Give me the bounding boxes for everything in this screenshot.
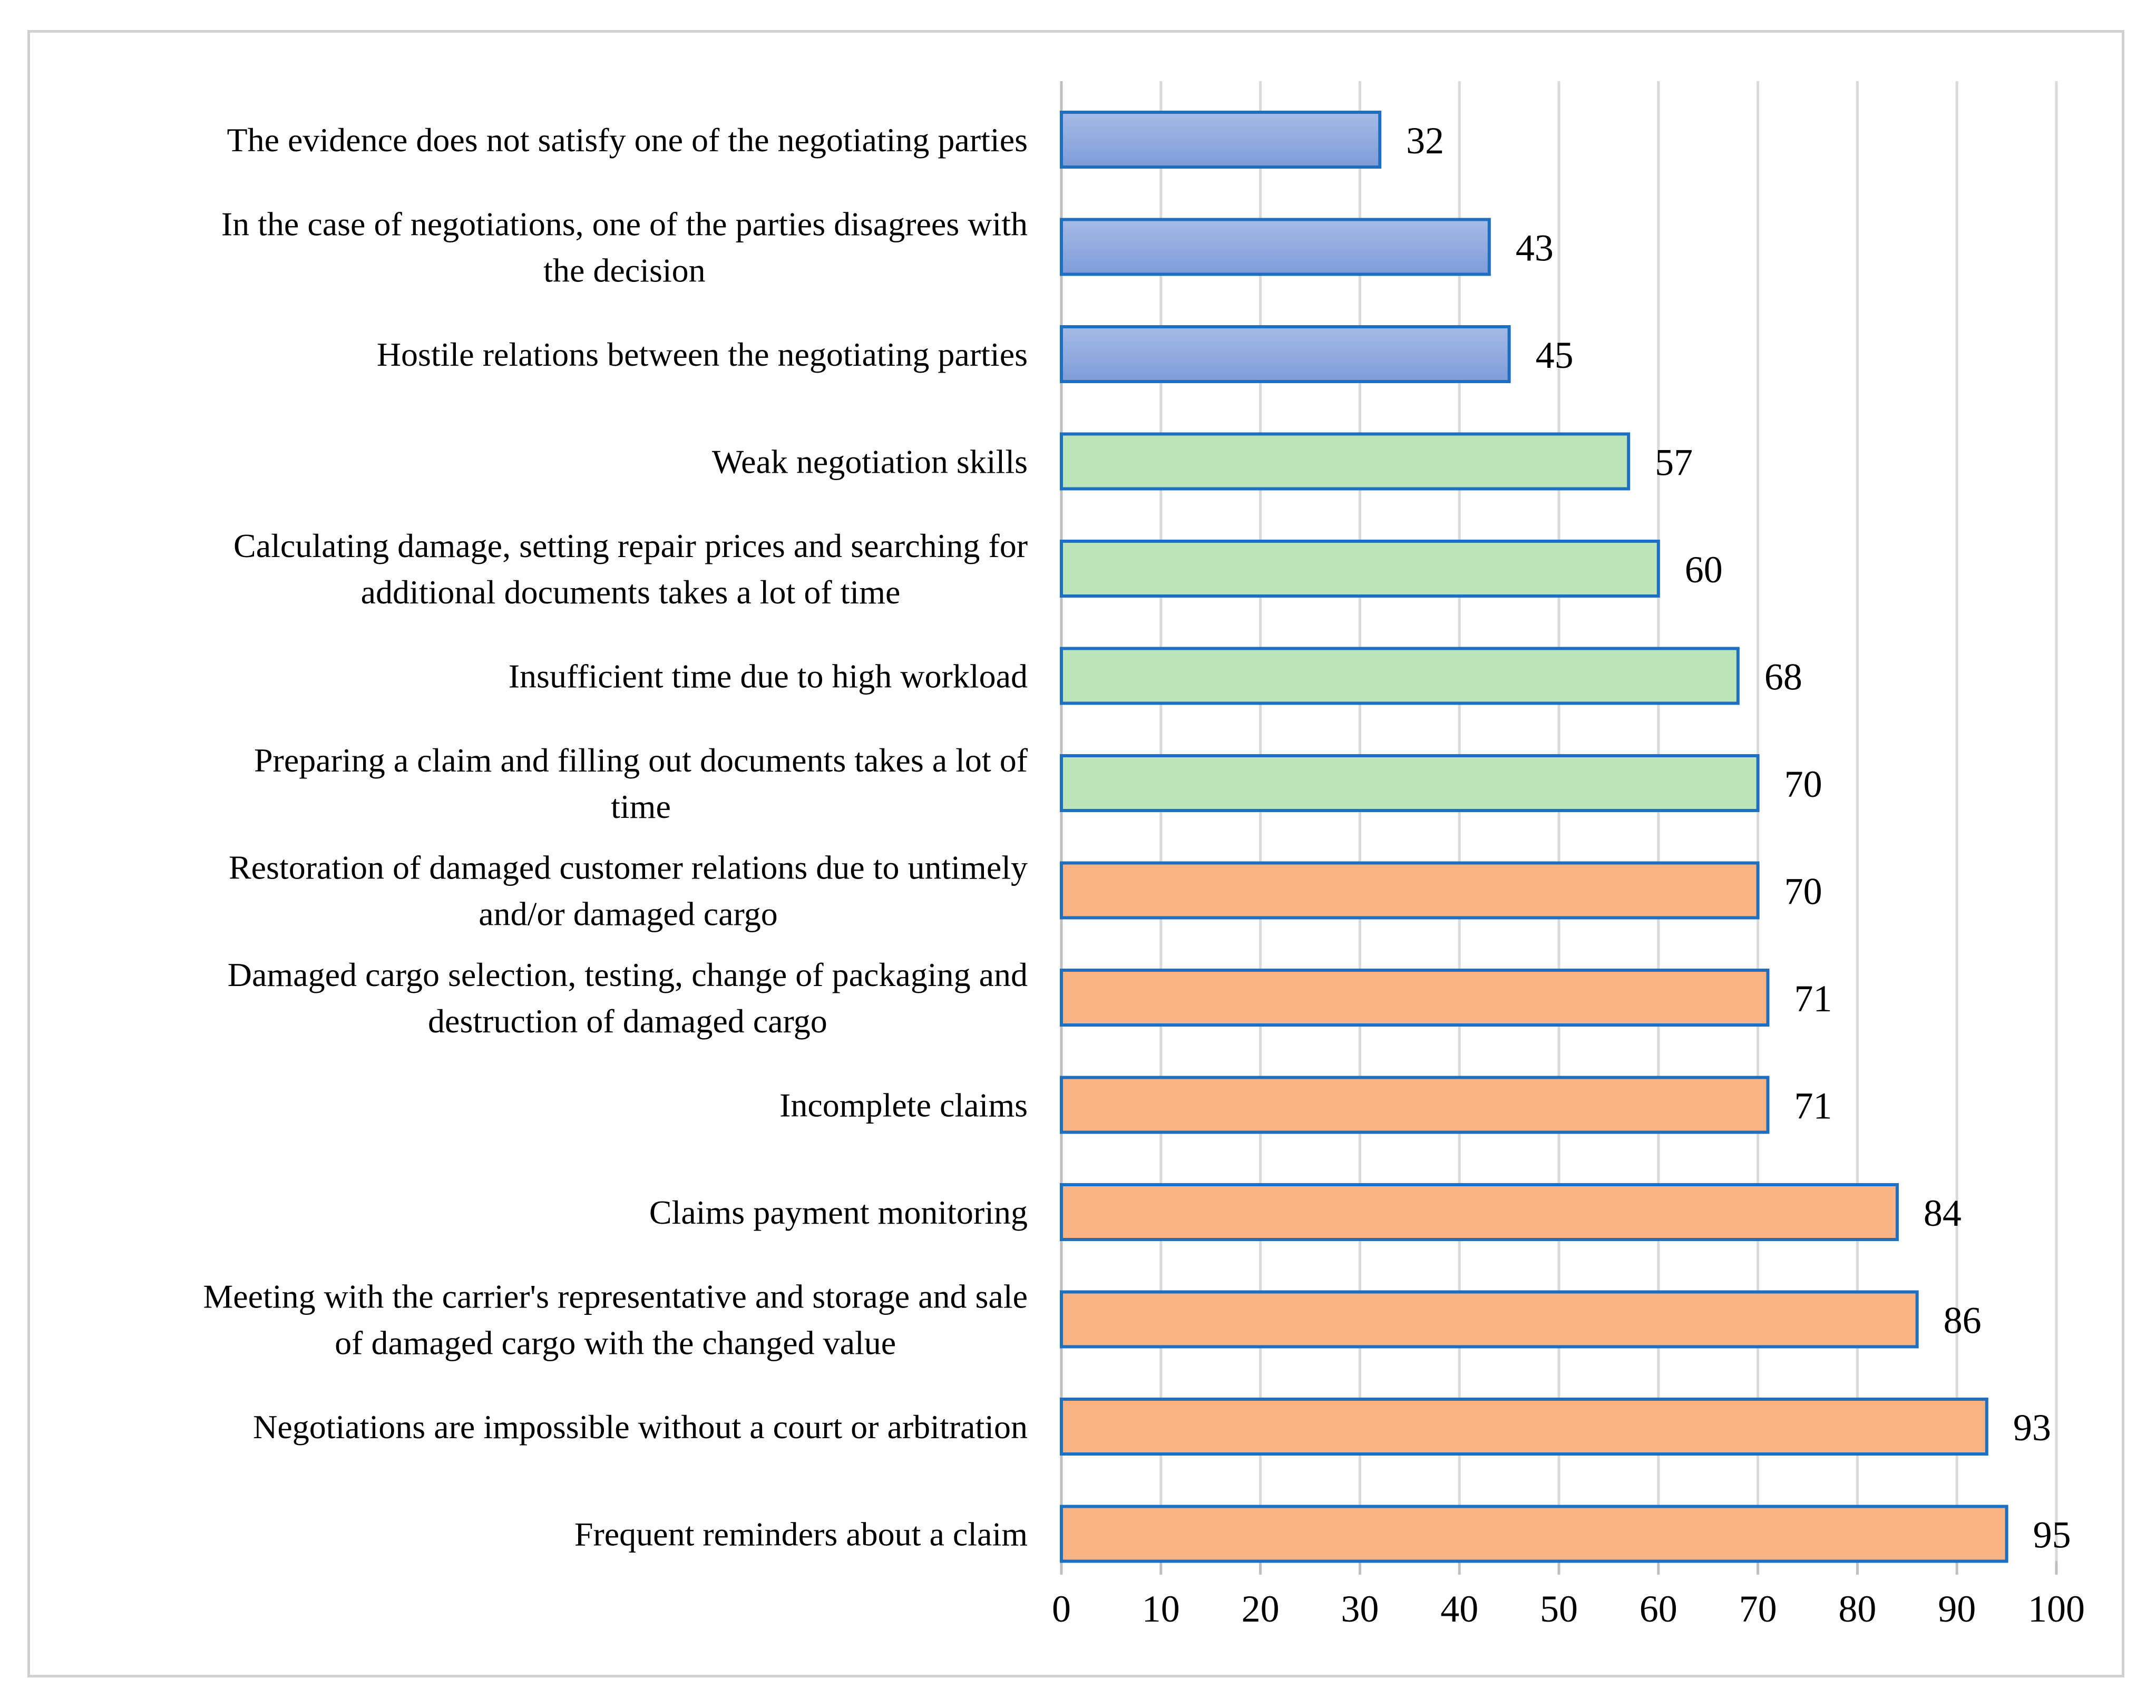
category-label: In the case of negotiations, one of the … [221, 206, 1028, 243]
category-label: Preparing a claim and filling out docume… [254, 741, 1028, 779]
category-label: Meeting with the carrier's representativ… [203, 1278, 1028, 1315]
data-label: 86 [1944, 1300, 1982, 1342]
category-label: Weak negotiation skills [712, 443, 1028, 481]
data-label: 95 [2033, 1514, 2071, 1556]
category-label: the decision [543, 252, 705, 289]
x-tick-label: 50 [1540, 1588, 1578, 1630]
bar [1060, 1398, 1988, 1456]
chart-frame: 32 43 45 57 60 68 70 70 71 71 84 86 93 95 The evidenc… [27, 30, 2124, 1677]
x-tick-label: 80 [1838, 1588, 1876, 1630]
bar [1060, 325, 1511, 383]
bar [1060, 647, 1740, 705]
category-labels: The evidence does not satisfy one of the… [203, 121, 1028, 1553]
x-tick-label: 40 [1440, 1588, 1478, 1630]
x-tick-label: 70 [1739, 1588, 1777, 1630]
data-label: 45 [1536, 334, 1574, 376]
category-label: Calculating damage, setting repair price… [233, 527, 1028, 564]
category-label: Restoration of damaged customer relation… [229, 849, 1028, 886]
bar [1060, 969, 1770, 1027]
bars [1060, 111, 2008, 1563]
bar [1060, 1183, 1899, 1241]
data-label: 43 [1516, 227, 1554, 269]
grid-lines [1060, 81, 2058, 1575]
category-label: of damaged cargo with the changed value [335, 1324, 896, 1362]
bar [1060, 1290, 1919, 1349]
category-label: Negotiations are impossible without a co… [253, 1408, 1028, 1446]
bar [1060, 540, 1660, 598]
bar [1060, 754, 1760, 812]
x-tick-label: 60 [1640, 1588, 1677, 1630]
data-label: 71 [1794, 978, 1832, 1020]
value-labels: 32 43 45 57 60 68 70 70 71 71 84 86 93 95 [1406, 120, 2071, 1556]
category-label: The evidence does not satisfy one of the… [227, 121, 1028, 159]
x-tick-label: 10 [1142, 1588, 1180, 1630]
category-label: time [611, 788, 671, 825]
bar [1060, 111, 1382, 169]
data-label: 71 [1794, 1085, 1832, 1127]
category-label: Insufficient time due to high workload [509, 658, 1028, 695]
data-label: 60 [1685, 549, 1723, 591]
category-label: destruction of damaged cargo [428, 1002, 827, 1040]
x-tick-label: 100 [2028, 1588, 2085, 1630]
bar [1060, 1076, 1770, 1134]
bar [1060, 861, 1760, 920]
category-label: Incomplete claims [779, 1087, 1028, 1124]
data-label: 57 [1655, 442, 1693, 484]
x-tick-label: 90 [1938, 1588, 1976, 1630]
data-label: 93 [2013, 1407, 2051, 1449]
x-tick-label: 20 [1242, 1588, 1280, 1630]
data-label: 68 [1764, 656, 1802, 698]
category-label: Damaged cargo selection, testing, change… [228, 956, 1028, 993]
data-label: 70 [1784, 871, 1822, 913]
category-label: additional documents takes a lot of time [361, 573, 901, 611]
category-label: Claims payment monitoring [649, 1194, 1028, 1231]
bar-chart: 32 43 45 57 60 68 70 70 71 71 84 86 93 95 The evidenc… [203, 81, 2085, 1630]
x-tick-label: 0 [1052, 1588, 1071, 1630]
category-label: and/or damaged cargo [479, 895, 777, 933]
data-label: 84 [1924, 1192, 1962, 1234]
bar [1060, 1505, 2008, 1563]
category-label: Hostile relations between the negotiatin… [377, 336, 1028, 373]
bar [1060, 432, 1631, 491]
x-tick-label: 30 [1341, 1588, 1379, 1630]
data-label: 32 [1406, 120, 1444, 162]
data-label: 70 [1784, 763, 1822, 805]
x-axis-ticks: 0 10 20 30 40 50 60 70 80 90 100 [1052, 1588, 2085, 1630]
category-label: Frequent reminders about a claim [574, 1516, 1028, 1553]
bar [1060, 218, 1491, 276]
